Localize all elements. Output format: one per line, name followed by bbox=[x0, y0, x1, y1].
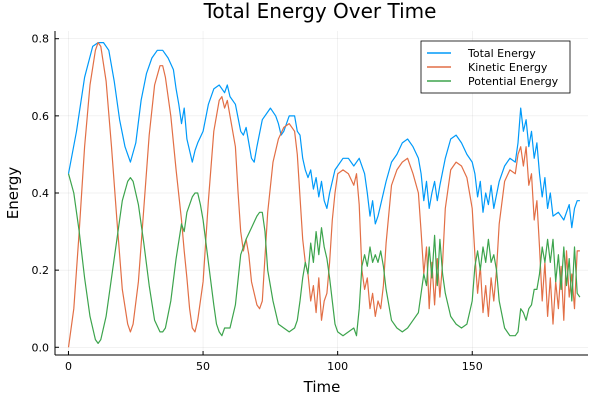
legend-label-1: Total Energy bbox=[467, 47, 536, 60]
x-tick-label: 0 bbox=[65, 360, 72, 373]
y-tick-label: 0.2 bbox=[32, 264, 50, 277]
grid bbox=[55, 31, 588, 355]
y-tick-label: 0.0 bbox=[32, 341, 50, 354]
x-tick-label: 100 bbox=[327, 360, 348, 373]
legend-label-2: Kinetic Energy bbox=[468, 61, 548, 74]
series-line-2 bbox=[67, 42, 580, 348]
y-tick-label: 0.4 bbox=[32, 187, 50, 200]
x-tick-label: 50 bbox=[196, 360, 210, 373]
legend-label-3: Potential Energy bbox=[468, 75, 559, 88]
y-axis-label: Energy bbox=[4, 167, 22, 220]
axes bbox=[54, 31, 588, 356]
series-line-1 bbox=[67, 42, 580, 229]
series-group bbox=[67, 42, 581, 348]
x-axis-label: Time bbox=[303, 378, 341, 396]
y-tick-label: 0.6 bbox=[32, 110, 50, 123]
x-tick-label: 150 bbox=[462, 360, 483, 373]
chart-title: Total Energy Over Time bbox=[203, 0, 437, 23]
series-line-3 bbox=[67, 173, 581, 344]
tick-labels: 0 50 100 150 0.0 0.2 0.4 0.6 0.8 bbox=[32, 33, 483, 373]
y-tick-label: 0.8 bbox=[32, 33, 50, 46]
